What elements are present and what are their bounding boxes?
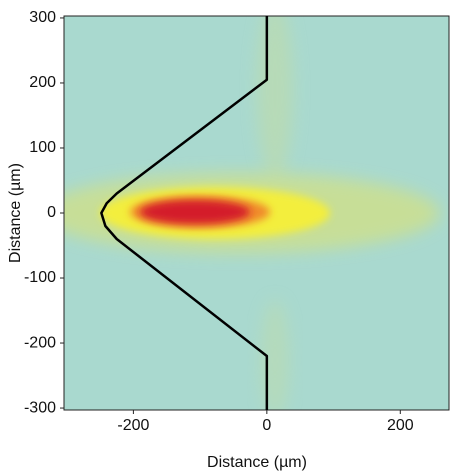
y-tick-label: -100: [24, 269, 56, 286]
x-tick-label: 200: [387, 417, 414, 434]
y-tick-label: 0: [47, 204, 56, 221]
x-axis-title: Distance (µm): [207, 454, 307, 471]
heatmap-image: [64, 16, 449, 410]
y-axis-title: Distance (µm): [7, 163, 24, 263]
y-tick-label: 200: [29, 74, 56, 91]
boundary-outline: [100, 16, 269, 410]
x-tick-label: 0: [262, 417, 271, 434]
y-tick-label: -200: [24, 334, 56, 351]
y-tick-label: -300: [24, 399, 56, 416]
y-tick-label: 100: [29, 139, 56, 156]
x-tick-label: -200: [117, 417, 149, 434]
y-tick-label: 300: [29, 9, 56, 26]
